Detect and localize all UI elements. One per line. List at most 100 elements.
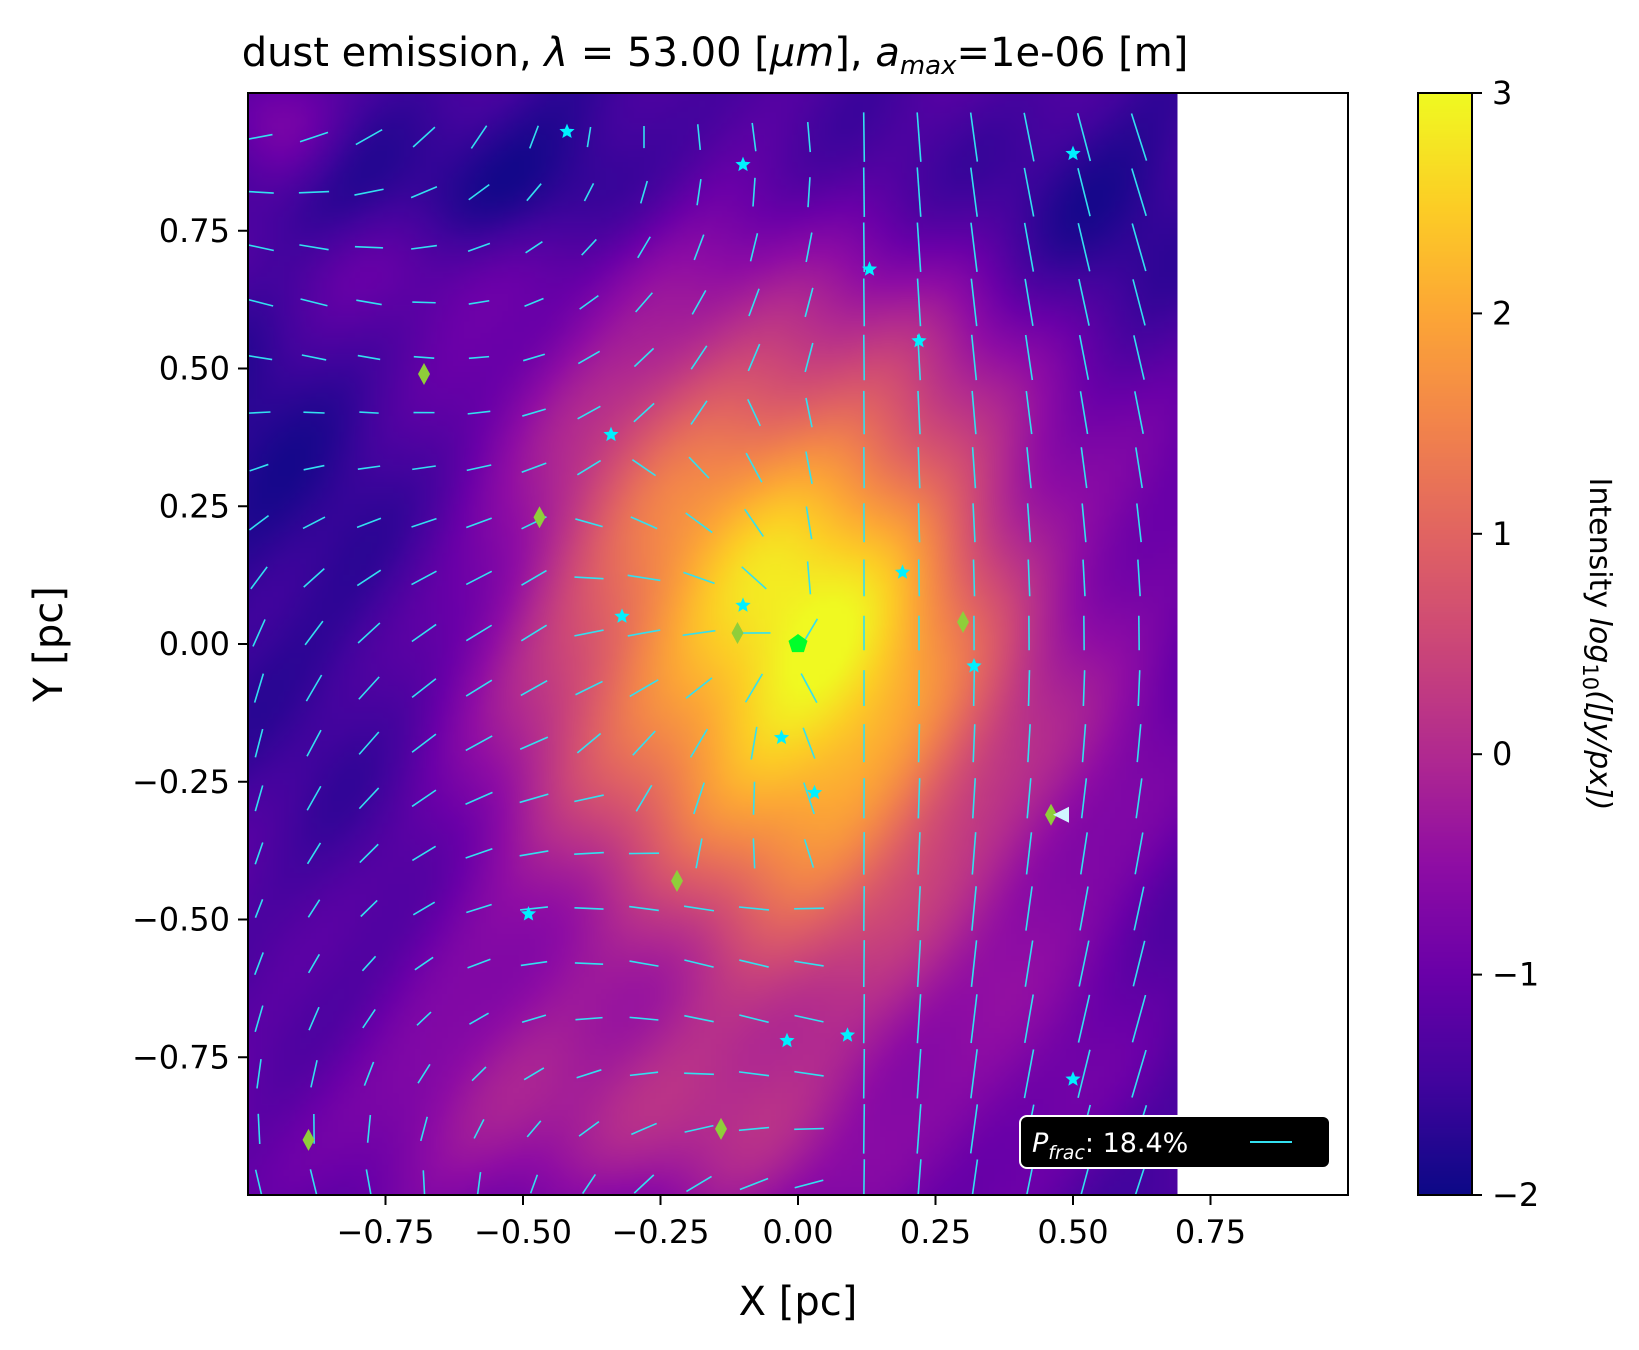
polarization-vector [416, 1011, 432, 1026]
colorbar-label: Intensity log10([Jy/px]) [1578, 478, 1617, 811]
polarization-vector [252, 619, 266, 647]
polarization-vector [1024, 994, 1034, 1043]
polarization-vector [971, 778, 977, 819]
star-marker [894, 564, 911, 579]
polarization-vector [577, 405, 601, 420]
polarization-vector [696, 124, 702, 150]
polarization-vector [1024, 278, 1034, 327]
diamond-marker [533, 506, 546, 529]
polarization-vector [970, 167, 978, 217]
polarization-vector [690, 345, 708, 370]
polarization-vector [356, 569, 382, 587]
polarization-vector [635, 784, 653, 812]
polarization-vector [1136, 503, 1142, 543]
polarization-vector [969, 1104, 979, 1154]
star-marker [559, 123, 575, 138]
polarization-vector [629, 1016, 659, 1021]
polarization-vector [579, 294, 599, 310]
polarization-vector [466, 903, 492, 914]
polarization-vector [254, 1005, 264, 1033]
polarization-vector [1025, 390, 1033, 435]
colorbar-ticks: 3 2 1 0 −1 −2 [1472, 74, 1539, 1214]
polarization-vector [471, 1066, 487, 1082]
polarization-vector [299, 131, 329, 143]
legend-box [1019, 1115, 1331, 1169]
y-tick-label: 0.25 [159, 487, 230, 525]
polarization-vector [686, 1175, 712, 1193]
polarization-vector [356, 299, 382, 306]
polarization-vector [752, 177, 756, 207]
polarization-vector [521, 569, 547, 586]
y-tick-label: 0.50 [159, 350, 230, 388]
polarization-vector [695, 838, 703, 869]
polarization-vector [522, 353, 546, 362]
polarization-vector [254, 899, 264, 918]
polarization-vector [685, 512, 713, 534]
polarization-vector [632, 730, 656, 756]
polarization-vector [693, 234, 705, 261]
polarization-vector [1024, 940, 1034, 987]
polarization-vector [468, 299, 490, 305]
polarization-vector [357, 622, 381, 644]
polarization-vector [689, 728, 709, 758]
polarization-vector [1077, 994, 1091, 1043]
polarization-vector [412, 901, 436, 916]
polarization-vector [744, 508, 764, 537]
star-marker [861, 261, 878, 276]
polarization-vector [863, 1159, 866, 1195]
polarization-vector [523, 1067, 545, 1081]
polarization-vector [574, 629, 604, 637]
polarization-vector [1081, 724, 1087, 763]
polarization-vector [467, 242, 491, 252]
star-markers [520, 123, 1081, 1086]
polarization-vector [805, 506, 813, 540]
legend-label: Pfrac: 18.4% [1032, 1128, 1188, 1164]
polarization-vector [684, 959, 714, 968]
polarization-vector [971, 886, 977, 931]
polarization-vector [521, 1014, 547, 1023]
polarization-vector [309, 1169, 318, 1195]
polarization-vector [465, 679, 493, 697]
polarization-vector [1023, 1049, 1035, 1099]
polarization-vector [804, 342, 814, 373]
polarization-vector [683, 905, 715, 912]
colorbar-gradient [1418, 93, 1472, 1195]
polarization-vector [805, 232, 813, 263]
polarization-vector [519, 850, 549, 857]
polarization-vector [970, 940, 978, 987]
y-tick-label: 0.75 [159, 212, 230, 250]
polarization-vector [298, 190, 330, 194]
polarization-vector [800, 673, 818, 703]
polarization-vector [357, 354, 381, 361]
polarization-vector [358, 676, 380, 700]
polarization-vector [354, 188, 384, 196]
polarization-vector [249, 463, 269, 472]
polarization-vector [576, 459, 602, 476]
diamond-marker [1045, 803, 1057, 826]
polarization-vector [248, 133, 273, 140]
polarization-vector [691, 289, 707, 315]
polarization-vector [358, 731, 380, 755]
polarization-vector [916, 994, 922, 1044]
colorbar-tick-label: 0 [1492, 735, 1512, 773]
polarization-vector [635, 292, 653, 313]
polarization-vector [466, 517, 492, 529]
polarization-vector [1025, 886, 1033, 931]
polarization-vector [467, 958, 491, 969]
polarization-vector [365, 1169, 372, 1195]
polarization-vector [411, 570, 437, 586]
polarization-vector [751, 122, 757, 152]
polarization-vector [411, 678, 437, 699]
polarization-vector [1027, 670, 1031, 707]
polarization-vector [794, 1127, 824, 1131]
polarization-vector [528, 125, 540, 149]
polarization-vector [576, 732, 602, 754]
polarization-vector [411, 244, 437, 250]
polarization-vector [1132, 940, 1146, 987]
polarization-vector [524, 297, 544, 307]
colorbar-frame [1417, 92, 1473, 1196]
polarization-vector [1078, 334, 1090, 380]
polarization-vector [254, 1169, 263, 1195]
polarization-vector [361, 955, 377, 972]
y-axis-ticks: 0.75 0.50 0.25 0.00 −0.25 −0.50 −0.75 [132, 212, 248, 1076]
